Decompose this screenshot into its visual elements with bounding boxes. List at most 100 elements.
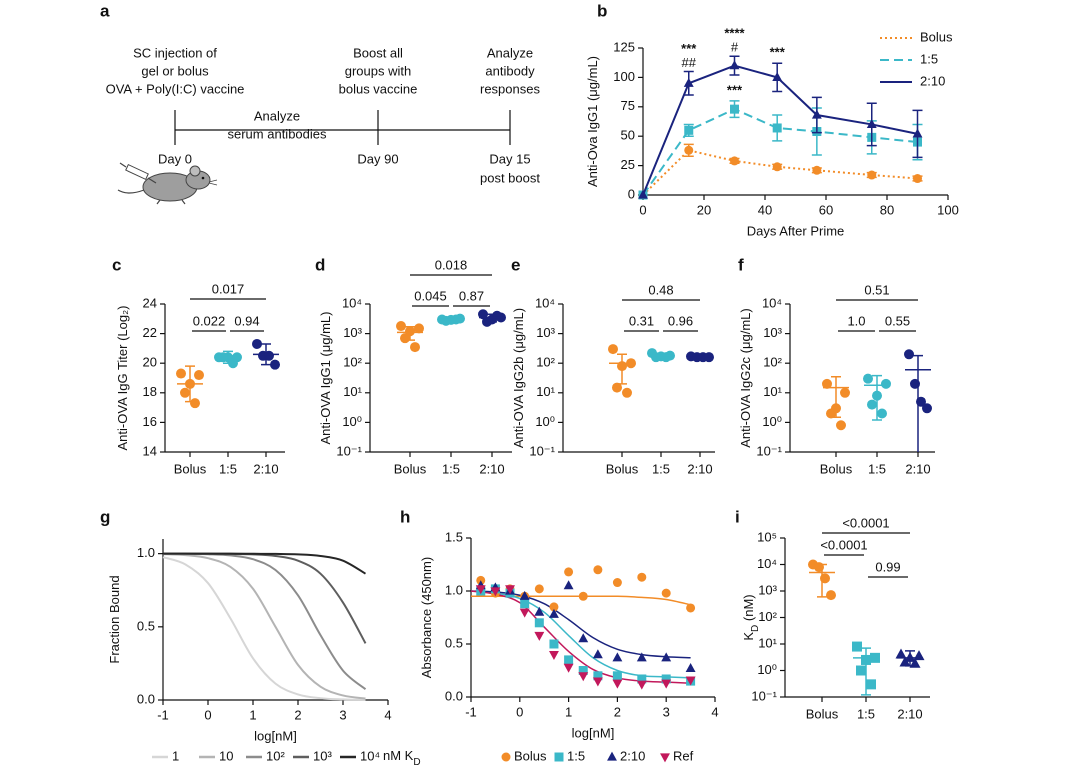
data-point [840, 387, 850, 398]
day-label: post boost [480, 170, 540, 185]
x-tick-label: 1:5 [857, 706, 875, 721]
x-axis-label: log[nM] [254, 728, 297, 743]
y-axis-label-part: Fraction Bound [107, 575, 122, 663]
legend-label: 10² [266, 748, 285, 763]
data-point [826, 590, 836, 601]
data-point [651, 352, 661, 363]
data-point [534, 584, 544, 594]
span-label: Analyze [254, 108, 300, 123]
p-value: 0.045 [414, 288, 447, 303]
y-tick-label: 10⁰ [757, 662, 777, 677]
p-value: <0.0001 [842, 515, 889, 530]
y-tick-label: 14 [143, 443, 157, 458]
data-point [190, 398, 200, 409]
event-label: antibody [485, 63, 535, 78]
x-tick-label: 0 [204, 707, 211, 722]
x-tick-label: 1:5 [652, 461, 670, 476]
event-label: OVA + Poly(I:C) vaccine [106, 81, 245, 96]
error-bar [817, 563, 827, 598]
x-tick-label: 40 [758, 202, 772, 217]
y-axis-label-part: Anti-OVA IgG2c (μg/mL) [738, 308, 753, 447]
y-tick-label: 10¹ [763, 384, 782, 399]
x-tick-label: Bolus [820, 461, 853, 476]
p-value: <0.0001 [820, 537, 867, 552]
y-tick-label: 10² [536, 355, 555, 370]
data-point [661, 679, 672, 689]
y-tick-label: 10² [763, 355, 782, 370]
annotation: *** [681, 41, 697, 56]
x-axis-label: Days After Prime [747, 223, 845, 238]
legend-label: 1:5 [920, 51, 938, 66]
data-point [505, 585, 515, 595]
y-tick-label: 10⁵ [757, 529, 777, 544]
y-tick-label: 10⁰ [535, 414, 555, 429]
data-point [563, 663, 574, 673]
legend-marker [554, 752, 564, 762]
data-point [661, 352, 671, 363]
event-label: bolus vaccine [339, 81, 418, 96]
y-axis-label: Anti-OVA IgG2b (μg/mL) [511, 308, 526, 448]
event-label: Boost all [353, 45, 403, 60]
data-point [686, 603, 696, 613]
y-tick-label: 24 [143, 295, 157, 310]
x-tick-label: 2:10 [253, 461, 278, 476]
p-value: 0.31 [629, 313, 654, 328]
x-tick-label: 2 [294, 707, 301, 722]
x-tick-label: 80 [880, 202, 894, 217]
data-point [863, 373, 873, 384]
y-axis-label: Fraction Bound [107, 575, 122, 663]
y-axis-label: Anti-OVA IgG1 (μg/mL) [318, 312, 333, 445]
data-point [534, 618, 544, 628]
data-point [612, 652, 623, 662]
data-point [822, 378, 832, 389]
data-point [592, 649, 603, 659]
y-axis-label-part: K [741, 632, 756, 641]
data-point [563, 580, 574, 590]
legend-label: 1 [172, 748, 179, 763]
data-point [913, 174, 922, 184]
panel-label: c [112, 255, 121, 274]
error-bar [405, 326, 415, 341]
mouse-icon [117, 162, 218, 205]
data-point [396, 321, 406, 332]
data-point [899, 656, 911, 667]
x-tick-label: 0 [516, 704, 523, 719]
y-tick-label: 50 [621, 128, 635, 143]
y-tick-label: 10⁻¹ [756, 443, 782, 458]
x-tick-label: 2:10 [905, 461, 930, 476]
fit-curve [162, 552, 367, 690]
data-point [612, 578, 622, 588]
span-label: serum antibodies [228, 126, 327, 141]
x-tick-label: 4 [711, 704, 718, 719]
data-point [578, 633, 589, 643]
data-point [414, 323, 424, 334]
y-axis-label: Absorbance (450nm) [419, 557, 434, 678]
x-tick-label: 3 [663, 704, 670, 719]
y-tick-label: 10² [758, 609, 777, 624]
y-axis-label: Anti-OVA IgG Titer (Log₂) [115, 306, 130, 451]
data-point [534, 631, 545, 641]
y-axis-label-part: (nM) [741, 594, 756, 624]
y-tick-label: 10⁰ [762, 414, 782, 429]
x-tick-label: 2 [614, 704, 621, 719]
x-tick-label: 3 [339, 707, 346, 722]
y-tick-label: 10⁴ [342, 295, 362, 310]
fit-curve [162, 556, 366, 701]
panel-label: d [315, 255, 325, 274]
y-tick-label: 0 [628, 186, 635, 201]
y-axis-label-part: D [750, 625, 761, 632]
data-point [593, 671, 603, 681]
x-tick-label: 1:5 [868, 461, 886, 476]
y-tick-label: 10¹ [758, 635, 777, 650]
fit-curve [163, 552, 367, 575]
data-point [877, 408, 887, 419]
data-point [866, 119, 877, 129]
data-point [685, 676, 696, 686]
data-point [904, 349, 914, 360]
data-point [826, 408, 836, 419]
panel-label: a [100, 1, 110, 20]
p-value: 0.017 [212, 281, 245, 296]
y-tick-label: 10³ [343, 325, 362, 340]
y-tick-label: 10³ [763, 325, 782, 340]
data-point [895, 648, 907, 659]
